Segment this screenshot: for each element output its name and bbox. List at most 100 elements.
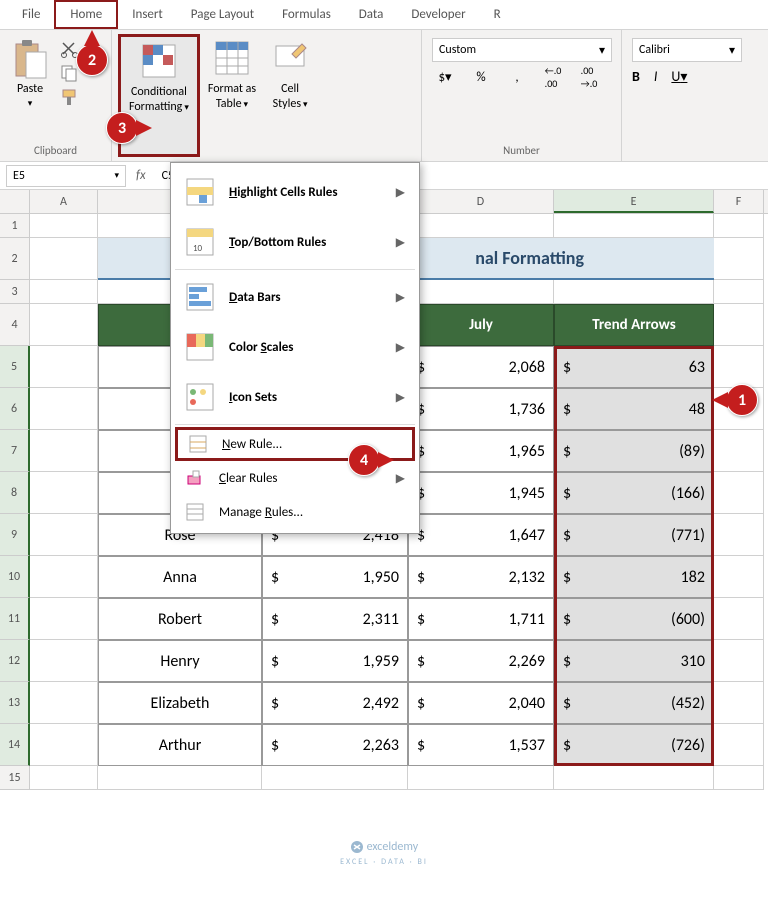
cell-trend[interactable]: $310	[554, 640, 714, 682]
percent-button[interactable]: %	[468, 66, 494, 88]
cell-styles-button[interactable]: CellStyles▾	[264, 34, 316, 157]
tab-formulas[interactable]: Formulas	[268, 2, 345, 27]
cell[interactable]	[714, 598, 764, 640]
cell[interactable]	[30, 388, 98, 430]
cell-trend[interactable]: $63	[554, 346, 714, 388]
col-header-d[interactable]: D	[408, 190, 554, 213]
number-format-select[interactable]: Custom ▾	[432, 38, 612, 62]
paste-button[interactable]: Paste ▾	[6, 34, 54, 144]
col-header-e[interactable]: E	[554, 190, 714, 213]
header-trend[interactable]: Trend Arrows	[554, 304, 714, 346]
row-header[interactable]: 14	[0, 724, 30, 766]
fx-icon[interactable]: fx	[136, 168, 146, 183]
cell[interactable]	[714, 640, 764, 682]
font-select[interactable]: Calibri ▾	[632, 38, 742, 62]
cell-july[interactable]: $2,040	[408, 682, 554, 724]
cell-july[interactable]: $1,537	[408, 724, 554, 766]
tab-insert[interactable]: Insert	[118, 2, 177, 27]
cell[interactable]	[714, 724, 764, 766]
cell[interactable]	[714, 556, 764, 598]
increase-decimal-button[interactable]: ←.0.00	[540, 66, 566, 88]
cell[interactable]	[714, 472, 764, 514]
menu-color-scales[interactable]: Color Scales ▶	[175, 322, 415, 372]
row-header[interactable]: 13	[0, 682, 30, 724]
cell-trend[interactable]: $48	[554, 388, 714, 430]
comma-button[interactable]: ,	[504, 66, 530, 88]
cell-trend[interactable]: $182	[554, 556, 714, 598]
menu-data-bars[interactable]: Data Bars ▶	[175, 272, 415, 322]
cell-name[interactable]: Henry	[98, 640, 262, 682]
tab-data[interactable]: Data	[345, 2, 398, 27]
cell-name[interactable]: Anna	[98, 556, 262, 598]
cell[interactable]	[30, 346, 98, 388]
cell[interactable]	[30, 472, 98, 514]
row-header[interactable]: 9	[0, 514, 30, 556]
tab-page-layout[interactable]: Page Layout	[177, 2, 268, 27]
cell-name[interactable]: Robert	[98, 598, 262, 640]
cell-july[interactable]: $1,945	[408, 472, 554, 514]
tab-r[interactable]: R	[480, 2, 515, 27]
format-as-table-button[interactable]: Format asTable▾	[200, 34, 264, 157]
row-header[interactable]: 3	[0, 280, 30, 304]
menu-highlight-cells[interactable]: Highlight Cells Rules ▶	[175, 167, 415, 217]
format-painter-icon[interactable]	[60, 88, 80, 106]
cell-trend[interactable]: $(452)	[554, 682, 714, 724]
currency-button[interactable]: $▾	[432, 66, 458, 88]
cell[interactable]	[30, 598, 98, 640]
cell-july[interactable]: $2,132	[408, 556, 554, 598]
row-header[interactable]: 12	[0, 640, 30, 682]
tab-home[interactable]: Home	[54, 0, 118, 29]
menu-icon-sets[interactable]: Icon Sets ▶	[175, 372, 415, 422]
row-header[interactable]: 1	[0, 214, 30, 238]
row-header[interactable]: 6	[0, 388, 30, 430]
cell-name[interactable]: Elizabeth	[98, 682, 262, 724]
italic-button[interactable]: I	[654, 68, 658, 85]
cell-trend[interactable]: $(600)	[554, 598, 714, 640]
row-header[interactable]: 2	[0, 238, 30, 280]
tab-developer[interactable]: Developer	[397, 2, 479, 27]
cell-june[interactable]: $1,950	[262, 556, 408, 598]
cell-july[interactable]: $1,736	[408, 388, 554, 430]
cell[interactable]	[714, 346, 764, 388]
cell[interactable]	[714, 514, 764, 556]
cell-june[interactable]: $2,492	[262, 682, 408, 724]
tab-file[interactable]: File	[8, 2, 54, 27]
underline-button[interactable]: U▾	[671, 68, 687, 85]
cell-july[interactable]: $1,647	[408, 514, 554, 556]
cell-trend[interactable]: $(166)	[554, 472, 714, 514]
cell-july[interactable]: $1,711	[408, 598, 554, 640]
cell-june[interactable]: $2,263	[262, 724, 408, 766]
row-header[interactable]: 4	[0, 304, 30, 346]
cell-june[interactable]: $1,959	[262, 640, 408, 682]
cell-june[interactable]: $2,311	[262, 598, 408, 640]
cell-july[interactable]: $1,965	[408, 430, 554, 472]
row-header[interactable]: 8	[0, 472, 30, 514]
cell[interactable]	[30, 640, 98, 682]
cell[interactable]	[30, 724, 98, 766]
bold-button[interactable]: B	[632, 68, 640, 85]
row-header[interactable]: 7	[0, 430, 30, 472]
header-july[interactable]: July	[408, 304, 554, 346]
cell[interactable]	[714, 682, 764, 724]
select-all-corner[interactable]	[0, 190, 30, 213]
menu-top-bottom[interactable]: 10 Top/Bottom Rules ▶	[175, 217, 415, 267]
cell-trend[interactable]: $(726)	[554, 724, 714, 766]
row-header[interactable]: 15	[0, 766, 30, 790]
decrease-decimal-button[interactable]: .00→.0	[576, 66, 602, 88]
col-header-f[interactable]: F	[714, 190, 764, 213]
cell[interactable]	[30, 556, 98, 598]
cell-july[interactable]: $2,068	[408, 346, 554, 388]
cell[interactable]	[30, 682, 98, 724]
row-header[interactable]: 11	[0, 598, 30, 640]
cell-trend[interactable]: $(89)	[554, 430, 714, 472]
cell[interactable]	[30, 430, 98, 472]
cell[interactable]	[30, 514, 98, 556]
row-header[interactable]: 5	[0, 346, 30, 388]
menu-manage-rules[interactable]: Manage Rules...	[175, 495, 415, 529]
cell-july[interactable]: $2,269	[408, 640, 554, 682]
row-header[interactable]: 10	[0, 556, 30, 598]
name-box[interactable]: E5 ▾	[6, 165, 126, 187]
col-header-a[interactable]: A	[30, 190, 98, 213]
cell-name[interactable]: Arthur	[98, 724, 262, 766]
cell[interactable]	[714, 430, 764, 472]
